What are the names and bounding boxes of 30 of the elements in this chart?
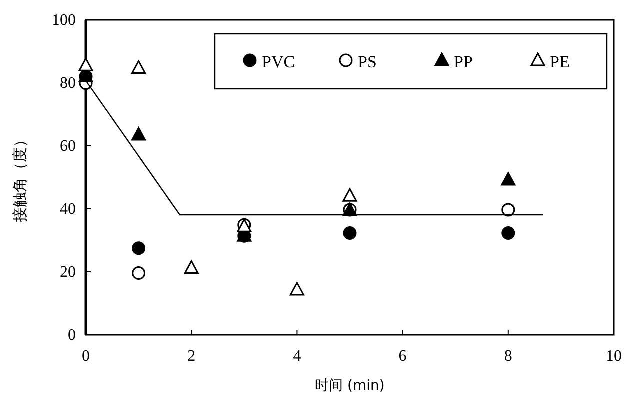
x-tick-label: 6 xyxy=(398,348,407,365)
legend-label: PP xyxy=(454,52,473,72)
point xyxy=(343,226,357,240)
y-tick-label: 40 xyxy=(60,201,76,218)
y-tick-label: 80 xyxy=(60,75,76,92)
legend-label: PVC xyxy=(262,52,296,72)
point xyxy=(78,58,94,72)
x-tick-label: 8 xyxy=(504,348,512,365)
y-axis-title: 接触角（度） xyxy=(11,132,29,222)
point xyxy=(132,127,146,141)
point xyxy=(502,226,516,240)
legend-label: PE xyxy=(550,52,570,72)
x-axis-title: 时间 (min) xyxy=(315,378,385,394)
point xyxy=(290,282,304,296)
point xyxy=(132,242,146,256)
x-tick-label: 10 xyxy=(606,348,622,365)
point xyxy=(501,172,516,186)
y-tick-label: 60 xyxy=(60,138,76,155)
y-tick-label: 20 xyxy=(60,264,76,281)
x-tick-label: 4 xyxy=(293,348,302,365)
x-tick-label: 2 xyxy=(188,348,196,365)
legend-label: PS xyxy=(358,52,377,72)
point xyxy=(342,188,358,202)
point xyxy=(502,203,516,217)
x-tick-label: 0 xyxy=(82,348,90,365)
y-tick-label: 0 xyxy=(68,327,76,344)
y-tick-label: 100 xyxy=(52,12,76,29)
point xyxy=(132,266,146,280)
point xyxy=(184,260,199,274)
point xyxy=(132,60,146,74)
